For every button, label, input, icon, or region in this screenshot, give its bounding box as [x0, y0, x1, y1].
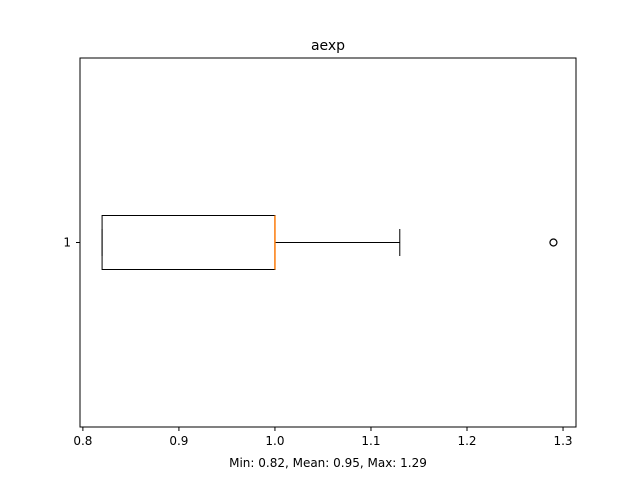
- x-axis: 0.8 0.9 1.0 1.1 1.2 1.3: [73, 427, 573, 448]
- x-tick-label: 1.3: [553, 434, 572, 448]
- x-tick-label: 1.2: [457, 434, 476, 448]
- chart-title: aexp: [311, 38, 345, 54]
- x-tick-label: 0.9: [169, 434, 188, 448]
- y-axis: 1: [63, 236, 80, 250]
- x-axis-label: Min: 0.82, Mean: 0.95, Max: 1.29: [229, 456, 427, 470]
- x-tick-label: 0.8: [73, 434, 92, 448]
- box-iqr: [101, 215, 276, 270]
- x-tick-label: 1.0: [265, 434, 284, 448]
- plot-area: [101, 215, 558, 270]
- x-tick-label: 1.1: [361, 434, 380, 448]
- outlier-point: [549, 238, 558, 247]
- y-tick-label: 1: [63, 236, 71, 250]
